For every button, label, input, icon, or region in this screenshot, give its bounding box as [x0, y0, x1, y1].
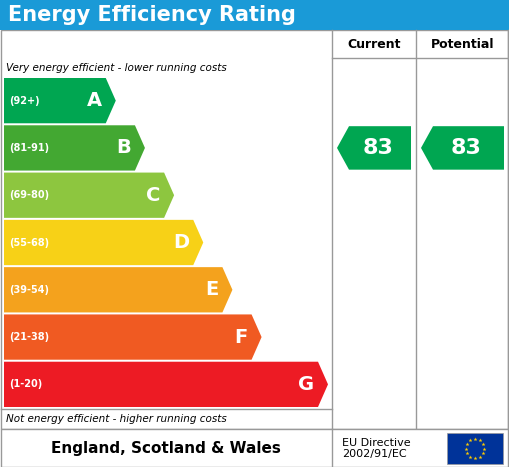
- Text: Energy Efficiency Rating: Energy Efficiency Rating: [8, 5, 296, 25]
- Polygon shape: [4, 267, 233, 312]
- Text: Current: Current: [347, 37, 401, 50]
- Text: E: E: [205, 280, 218, 299]
- Text: 2002/91/EC: 2002/91/EC: [342, 449, 407, 459]
- Text: G: G: [298, 375, 314, 394]
- Text: 83: 83: [451, 138, 482, 158]
- Bar: [0, 0, 509, 30]
- Bar: [447, 433, 503, 464]
- Text: (1-20): (1-20): [9, 379, 42, 389]
- Text: C: C: [146, 186, 160, 205]
- Bar: [1, 429, 508, 467]
- Text: (81-91): (81-91): [9, 143, 49, 153]
- Polygon shape: [4, 220, 203, 265]
- Text: (39-54): (39-54): [9, 285, 49, 295]
- Text: EU Directive: EU Directive: [342, 438, 411, 448]
- Text: F: F: [234, 327, 247, 347]
- Text: A: A: [87, 91, 102, 110]
- Polygon shape: [4, 173, 174, 218]
- Text: Not energy efficient - higher running costs: Not energy efficient - higher running co…: [6, 414, 227, 424]
- Text: (92+): (92+): [9, 96, 40, 106]
- Text: Very energy efficient - lower running costs: Very energy efficient - lower running co…: [6, 63, 227, 73]
- Polygon shape: [4, 314, 262, 360]
- Polygon shape: [337, 126, 411, 170]
- Text: (69-80): (69-80): [9, 190, 49, 200]
- Polygon shape: [421, 126, 504, 170]
- Bar: [1, 30, 508, 429]
- Text: England, Scotland & Wales: England, Scotland & Wales: [51, 440, 281, 455]
- Text: Potential: Potential: [431, 37, 494, 50]
- Polygon shape: [4, 125, 145, 170]
- Text: (55-68): (55-68): [9, 238, 49, 248]
- Text: D: D: [173, 233, 189, 252]
- Polygon shape: [4, 362, 328, 407]
- Text: (21-38): (21-38): [9, 332, 49, 342]
- Text: B: B: [116, 138, 131, 157]
- Polygon shape: [4, 78, 116, 123]
- Text: 83: 83: [362, 138, 393, 158]
